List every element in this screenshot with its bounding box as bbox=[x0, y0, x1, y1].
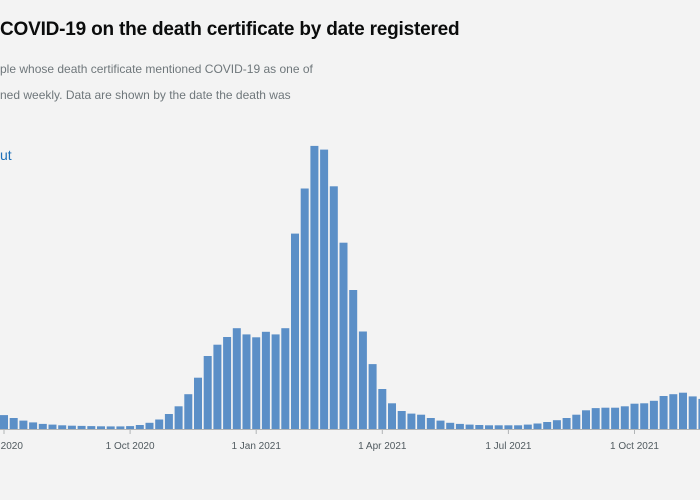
bar[interactable] bbox=[523, 424, 532, 429]
x-tick-label: 1 Jan 2021 bbox=[231, 441, 281, 452]
bar[interactable] bbox=[126, 426, 135, 429]
bar[interactable] bbox=[135, 425, 144, 429]
bar[interactable] bbox=[552, 420, 561, 429]
bar[interactable] bbox=[446, 422, 455, 429]
bar[interactable] bbox=[368, 364, 377, 429]
x-tick-label: 1 Apr 2021 bbox=[358, 441, 407, 452]
bar[interactable] bbox=[48, 424, 57, 429]
bar[interactable] bbox=[145, 422, 154, 429]
bar[interactable] bbox=[213, 344, 222, 429]
bar[interactable] bbox=[611, 407, 620, 429]
bar[interactable] bbox=[407, 413, 416, 429]
bar[interactable] bbox=[591, 408, 600, 429]
bar[interactable] bbox=[87, 426, 96, 429]
bar[interactable] bbox=[533, 423, 542, 430]
bar[interactable] bbox=[455, 423, 464, 429]
bar[interactable] bbox=[388, 403, 396, 429]
bar[interactable] bbox=[582, 410, 590, 429]
bar[interactable] bbox=[485, 425, 493, 429]
bar[interactable] bbox=[640, 403, 649, 429]
bar[interactable] bbox=[601, 407, 610, 429]
bar[interactable] bbox=[465, 424, 474, 429]
bar[interactable] bbox=[630, 403, 639, 429]
x-tick-label: 1 Oct 2020 bbox=[106, 441, 155, 452]
bar[interactable] bbox=[300, 188, 309, 430]
x-axis-ticks: Jul 2020 1 Oct 2020 1 Jan 2021 1 Apr 2021 1 … bbox=[0, 429, 659, 452]
bar[interactable] bbox=[329, 186, 338, 429]
bar[interactable] bbox=[97, 426, 105, 430]
bar[interactable] bbox=[174, 406, 183, 429]
bar[interactable] bbox=[29, 422, 38, 429]
chart-title: COVID-19 on the death certificate by dat… bbox=[0, 19, 460, 40]
bar[interactable] bbox=[116, 426, 125, 429]
bar[interactable] bbox=[436, 420, 445, 429]
bar[interactable] bbox=[58, 425, 67, 429]
bar[interactable] bbox=[0, 415, 8, 429]
bar[interactable] bbox=[378, 389, 387, 429]
x-tick-label: 1 Oct 2021 bbox=[610, 441, 659, 452]
bar[interactable] bbox=[349, 290, 358, 429]
bar[interactable] bbox=[281, 328, 290, 429]
bar[interactable] bbox=[155, 419, 164, 430]
chart-description-line-1: ple whose death certificate mentioned CO… bbox=[0, 62, 313, 76]
bar[interactable] bbox=[320, 149, 329, 429]
bar[interactable] bbox=[77, 425, 86, 429]
bar[interactable] bbox=[426, 418, 435, 429]
bar[interactable] bbox=[203, 356, 212, 429]
bar[interactable] bbox=[271, 334, 280, 429]
x-tick-label: Jul 2020 bbox=[0, 441, 23, 452]
bar[interactable] bbox=[242, 334, 251, 429]
bar[interactable] bbox=[494, 425, 503, 429]
bar[interactable] bbox=[106, 426, 115, 429]
bar[interactable] bbox=[649, 400, 658, 429]
bar[interactable] bbox=[223, 337, 232, 429]
about-data-link[interactable]: ut bbox=[0, 147, 12, 163]
bar[interactable] bbox=[659, 396, 668, 429]
bar[interactable] bbox=[688, 396, 697, 429]
x-tick-label: 1 Jul 2021 bbox=[485, 441, 532, 452]
chart-description-line-2: ned weekly. Data are shown by the date t… bbox=[0, 88, 291, 102]
bar[interactable] bbox=[504, 425, 513, 429]
bar[interactable] bbox=[358, 331, 367, 430]
bar[interactable] bbox=[475, 425, 484, 429]
bar[interactable] bbox=[310, 145, 319, 429]
bar[interactable] bbox=[164, 414, 173, 429]
bar[interactable] bbox=[261, 331, 270, 429]
bar[interactable] bbox=[669, 394, 678, 429]
bar[interactable] bbox=[562, 418, 571, 429]
bar[interactable] bbox=[9, 418, 18, 429]
bar[interactable] bbox=[514, 425, 523, 429]
bar[interactable] bbox=[339, 242, 348, 429]
bars-group bbox=[0, 145, 700, 430]
bar[interactable] bbox=[252, 337, 261, 429]
bar[interactable] bbox=[67, 425, 76, 429]
bar[interactable] bbox=[397, 411, 406, 429]
bar[interactable] bbox=[291, 233, 299, 429]
bar[interactable] bbox=[679, 392, 687, 429]
bar[interactable] bbox=[19, 420, 28, 429]
bar[interactable] bbox=[184, 394, 193, 429]
bar[interactable] bbox=[620, 406, 629, 429]
bar[interactable] bbox=[38, 423, 47, 429]
bar[interactable] bbox=[698, 398, 700, 429]
bar[interactable] bbox=[232, 328, 241, 429]
bar[interactable] bbox=[194, 377, 202, 429]
bar[interactable] bbox=[417, 414, 426, 429]
bar[interactable] bbox=[543, 422, 552, 429]
bar[interactable] bbox=[572, 414, 581, 429]
